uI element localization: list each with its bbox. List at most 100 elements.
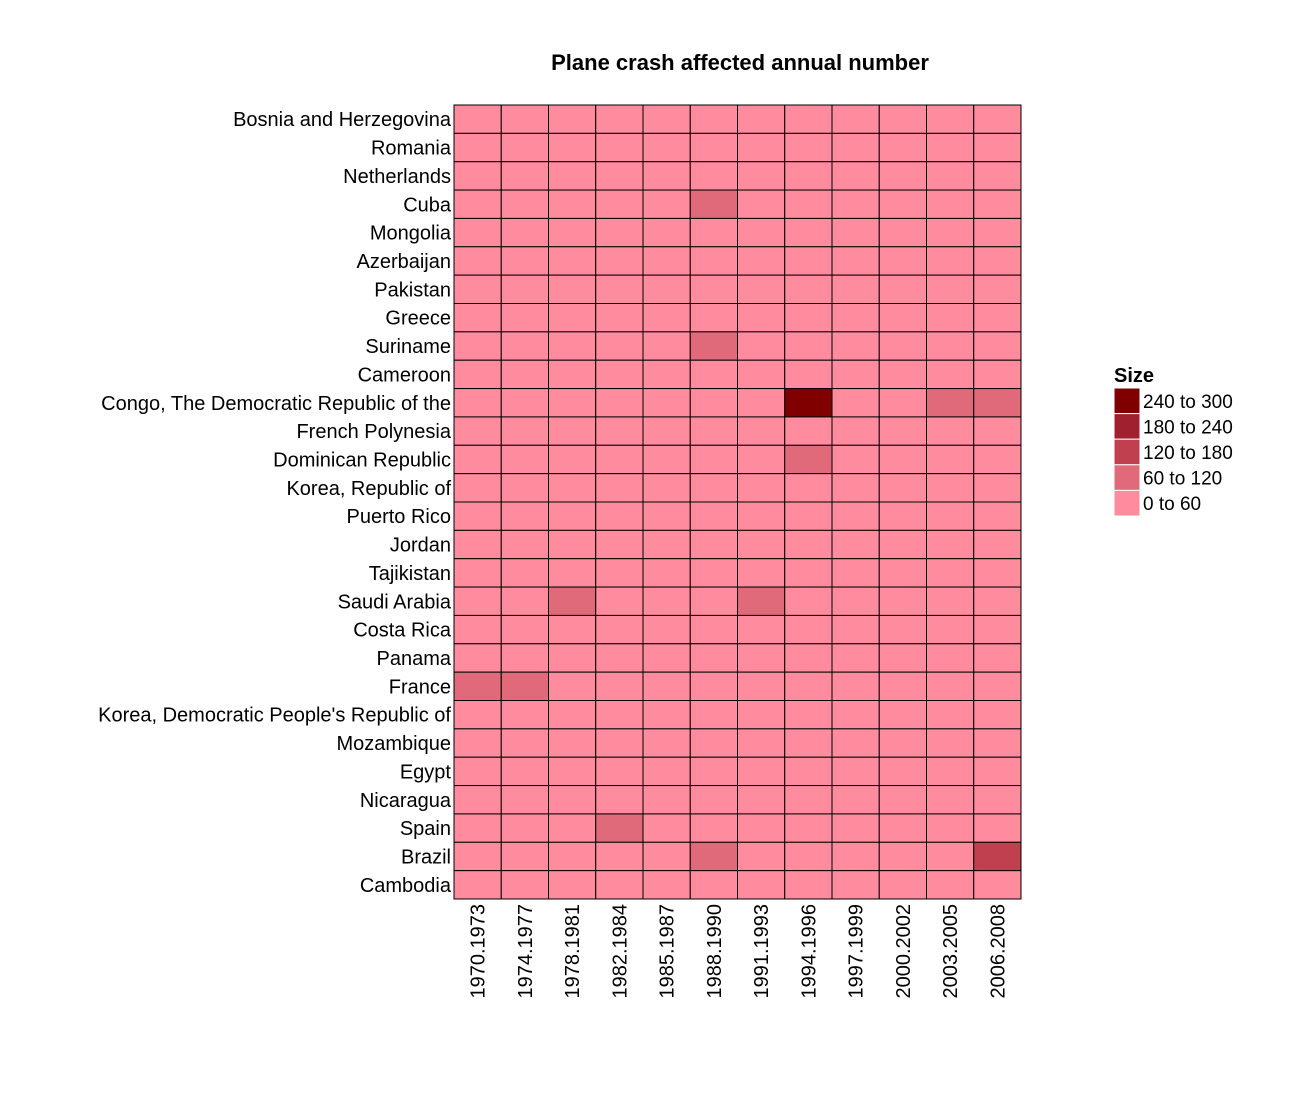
heatmap-cell [595, 558, 644, 588]
heatmap-cell [784, 274, 833, 304]
heatmap-cell [926, 643, 975, 673]
heatmap-cell [642, 416, 691, 446]
heatmap-cell [689, 331, 738, 361]
heatmap-cell [595, 785, 644, 815]
x-tick-label: 1985.1987 [657, 904, 679, 999]
heatmap-cell [642, 785, 691, 815]
heatmap-cell [878, 643, 927, 673]
heatmap-cell [642, 586, 691, 616]
heatmap-cell [642, 303, 691, 333]
y-tick-label: Mongolia [370, 223, 452, 245]
heatmap-cell [737, 671, 786, 702]
heatmap-cell [973, 870, 1022, 900]
y-tick-label: Mozambique [336, 733, 451, 755]
heatmap-cell [831, 700, 880, 730]
heatmap-cell [926, 473, 975, 503]
heatmap-cell [878, 132, 927, 163]
heatmap-cell [500, 700, 549, 730]
heatmap-cell [973, 388, 1022, 418]
heatmap-cell [595, 614, 644, 645]
heatmap-cell [548, 558, 597, 588]
heatmap-cell [453, 671, 502, 702]
heatmap-cell [831, 756, 880, 787]
heatmap-cell [595, 388, 644, 418]
heatmap-cell [595, 104, 644, 134]
y-tick-label: Cuba [403, 194, 452, 216]
heatmap-cell [973, 473, 1022, 503]
x-tick-label: 1994.1996 [798, 904, 820, 999]
heatmap-cell [737, 444, 786, 475]
heatmap-cell [737, 217, 786, 248]
heatmap-cell [642, 246, 691, 276]
heatmap-cell [878, 189, 927, 219]
heatmap-cell [548, 671, 597, 702]
heatmap-cell [500, 161, 549, 191]
heatmap-cell [926, 870, 975, 900]
heatmap-cell [784, 473, 833, 503]
y-tick-label: Jordan [390, 535, 451, 557]
x-tick-label: 1997.1999 [846, 904, 868, 999]
y-tick-label: Korea, Democratic People's Republic of [98, 705, 451, 727]
heatmap-cell [642, 501, 691, 531]
heatmap-cell [878, 104, 927, 134]
y-tick-label: Romania [371, 138, 452, 160]
heatmap-cell [548, 303, 597, 333]
heatmap-cell [737, 841, 786, 872]
y-tick-label: Suriname [365, 336, 451, 358]
heatmap-cell [737, 303, 786, 333]
heatmap-cell [500, 132, 549, 163]
heatmap-cell [831, 614, 880, 645]
heatmap-cell [689, 359, 738, 390]
legend-label: 60 to 120 [1143, 469, 1222, 490]
heatmap-cell [642, 274, 691, 304]
heatmap-cell [973, 785, 1022, 815]
heatmap-cell [973, 643, 1022, 673]
heatmap-cell [973, 132, 1022, 163]
heatmap-cell [548, 529, 597, 560]
heatmap-cell [926, 501, 975, 531]
heatmap-cell [737, 586, 786, 616]
heatmap-cell [878, 217, 927, 248]
heatmap-cell [689, 104, 738, 134]
heatmap-cell [831, 671, 880, 702]
heatmap-cell [878, 246, 927, 276]
heatmap-cell [926, 189, 975, 219]
heatmap-cell [737, 870, 786, 900]
legend-label: 180 to 240 [1143, 417, 1233, 438]
heatmap-cell [689, 586, 738, 616]
heatmap-cell [500, 189, 549, 219]
heatmap-cell [784, 728, 833, 758]
heatmap-cell [737, 416, 786, 446]
heatmap-cell [548, 643, 597, 673]
heatmap-cell [973, 189, 1022, 219]
x-tick-label: 1988.1990 [704, 904, 726, 999]
heatmap-cell [642, 671, 691, 702]
heatmap-cell [689, 614, 738, 645]
heatmap-cell [926, 756, 975, 787]
heatmap-cell [453, 586, 502, 616]
heatmap-cell [737, 246, 786, 276]
heatmap-cell [926, 274, 975, 304]
heatmap-cell [453, 700, 502, 730]
y-tick-label: Panama [377, 648, 452, 670]
y-tick-label: Azerbaijan [356, 251, 451, 273]
y-tick-label: Nicaragua [360, 790, 452, 812]
heatmap-cell [737, 501, 786, 531]
heatmap-cell [784, 246, 833, 276]
heatmap-cell [689, 189, 738, 219]
heatmap-cell [642, 444, 691, 475]
heatmap-cell [784, 614, 833, 645]
heatmap-cell [500, 785, 549, 815]
heatmap-cell [926, 104, 975, 134]
heatmap-cell [548, 331, 597, 361]
heatmap-cell [595, 132, 644, 163]
heatmap-cell [548, 388, 597, 418]
heatmap-cell [878, 813, 927, 843]
heatmap-cell [926, 558, 975, 588]
heatmap-cell [973, 614, 1022, 645]
heatmap-cell [926, 700, 975, 730]
chart-title: Plane crash affected annual number [551, 50, 929, 75]
heatmap-cell [973, 586, 1022, 616]
heatmap-cell [595, 274, 644, 304]
